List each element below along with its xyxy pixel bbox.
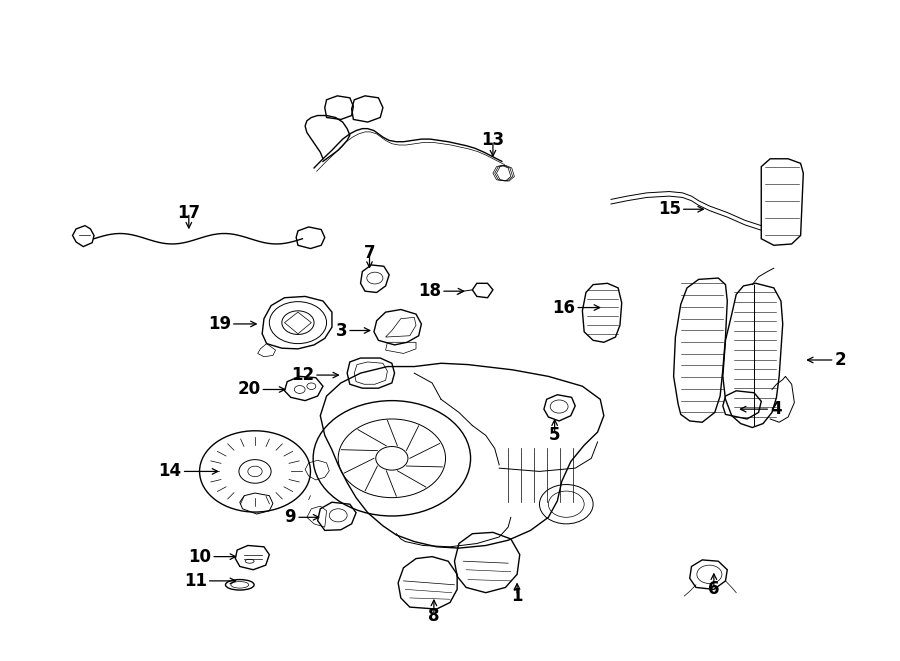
- Text: 9: 9: [284, 508, 296, 526]
- Text: 2: 2: [834, 351, 846, 369]
- Text: 7: 7: [364, 244, 375, 262]
- Text: 18: 18: [418, 282, 441, 300]
- Text: 16: 16: [553, 299, 575, 317]
- Text: 17: 17: [177, 204, 201, 221]
- Text: 5: 5: [549, 426, 561, 444]
- Text: 3: 3: [336, 321, 347, 340]
- Text: 20: 20: [238, 381, 260, 399]
- Text: 6: 6: [708, 580, 720, 598]
- Text: 10: 10: [188, 547, 212, 566]
- Text: 15: 15: [658, 200, 680, 218]
- Text: 8: 8: [428, 607, 439, 625]
- Text: 13: 13: [482, 132, 505, 149]
- Text: 14: 14: [158, 463, 182, 481]
- Text: 4: 4: [770, 400, 782, 418]
- Text: 12: 12: [291, 366, 314, 384]
- Text: 11: 11: [184, 572, 207, 590]
- Text: 19: 19: [208, 315, 231, 333]
- Text: 1: 1: [511, 587, 523, 605]
